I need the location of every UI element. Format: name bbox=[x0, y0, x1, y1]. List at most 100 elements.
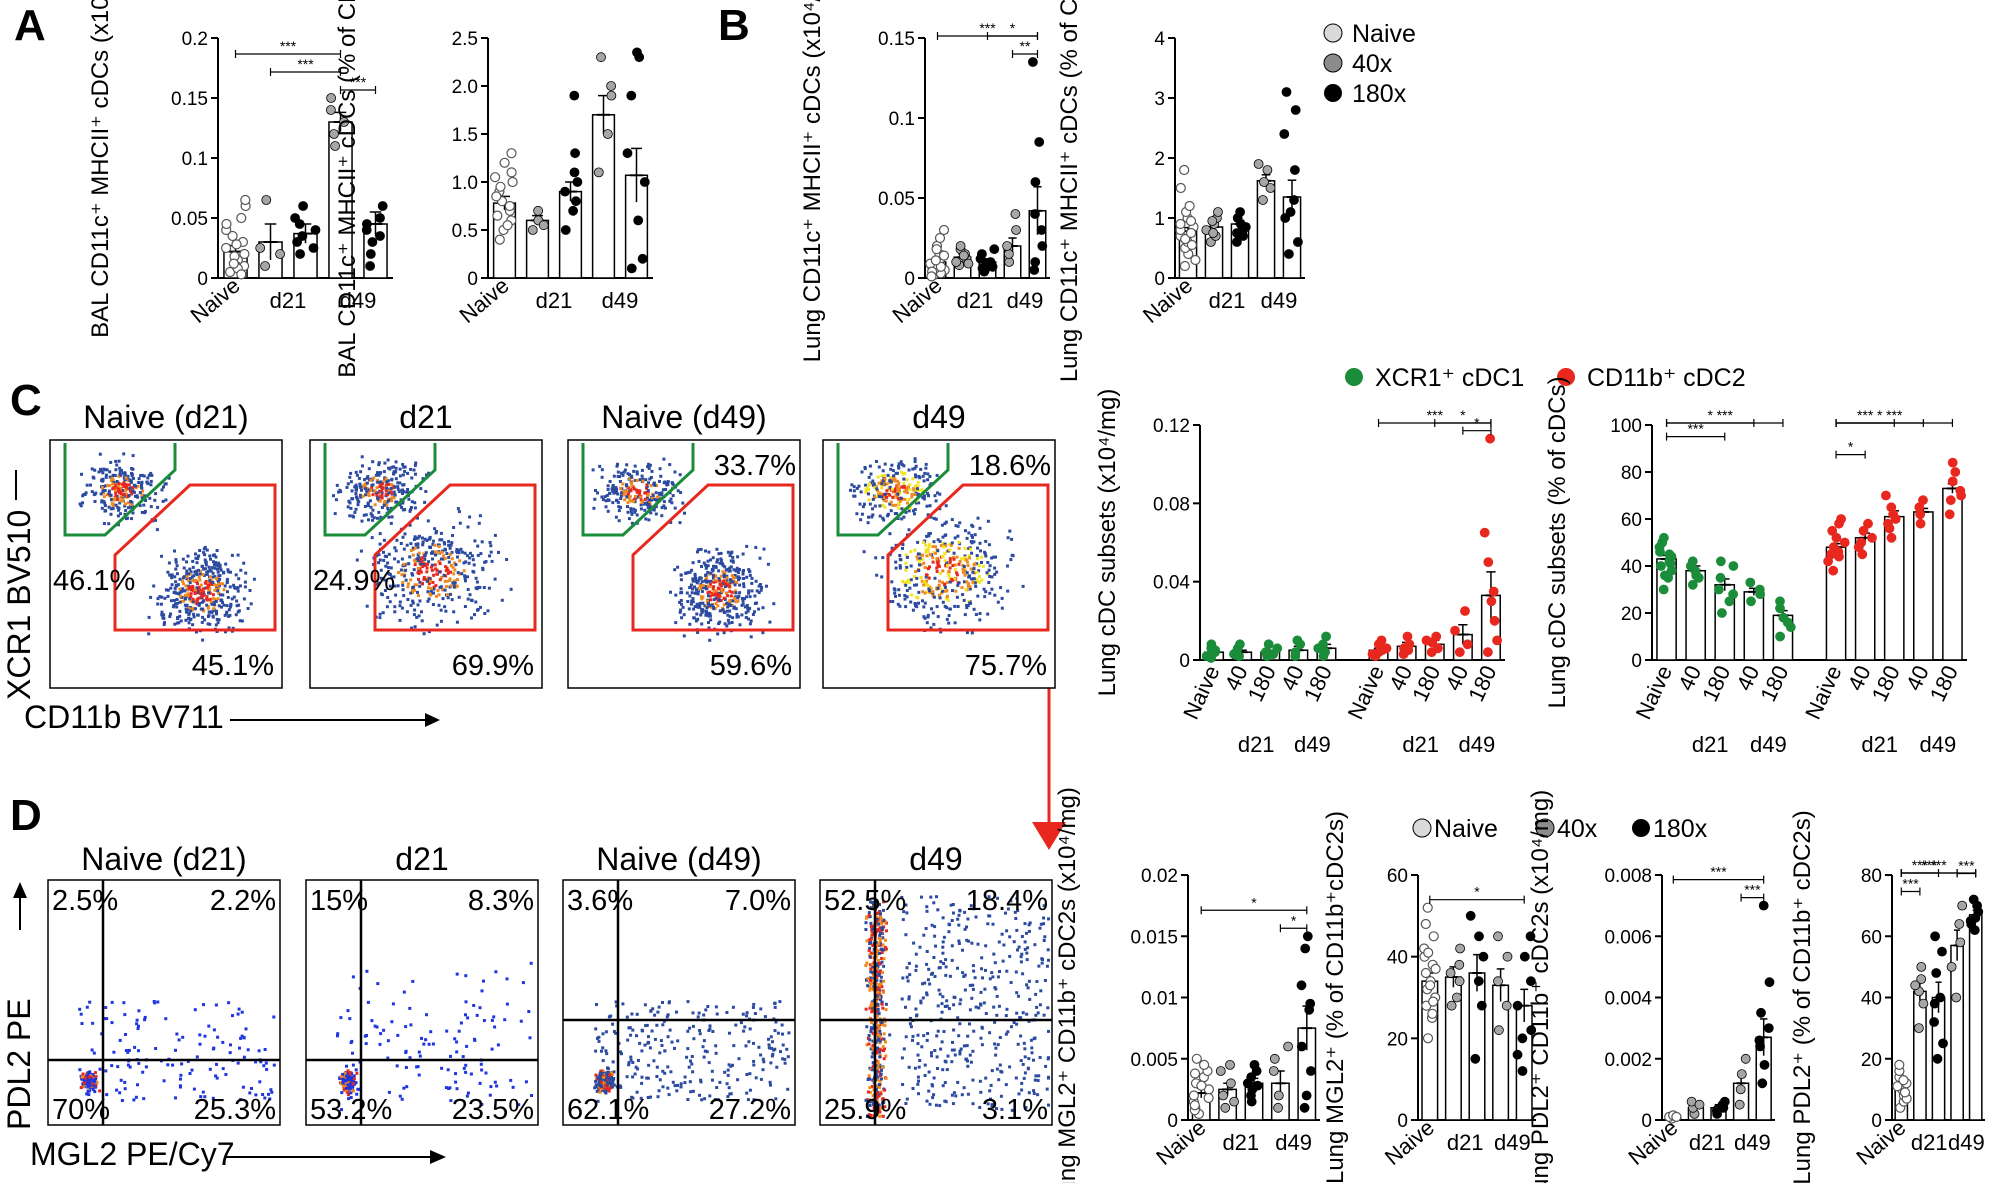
flow-event bbox=[230, 597, 234, 601]
flow-event bbox=[908, 488, 912, 492]
flow-event bbox=[130, 506, 134, 510]
flow-event bbox=[1010, 537, 1014, 541]
flow-event bbox=[371, 508, 375, 512]
flow-event bbox=[638, 478, 642, 482]
flow-event bbox=[919, 467, 923, 471]
flow-event bbox=[709, 571, 713, 575]
flow-event bbox=[400, 606, 404, 610]
flow-event bbox=[707, 550, 711, 554]
flow-event bbox=[443, 605, 447, 609]
flow-event bbox=[612, 1083, 616, 1087]
flow-event bbox=[973, 976, 977, 980]
data-point bbox=[339, 117, 349, 127]
flow-event bbox=[121, 497, 125, 501]
flow-event bbox=[719, 559, 723, 562]
flow-event bbox=[457, 549, 461, 552]
flow-event bbox=[781, 1032, 784, 1036]
flow-event bbox=[738, 623, 742, 627]
flow-event bbox=[384, 483, 388, 487]
flow-c-bottom-pct: 69.9% bbox=[452, 650, 534, 682]
flow-event bbox=[452, 572, 456, 576]
flow-event bbox=[978, 612, 982, 615]
flow-event bbox=[416, 559, 420, 563]
flow-event bbox=[198, 591, 202, 595]
flow-event bbox=[389, 506, 393, 510]
flow-event bbox=[211, 593, 215, 597]
flow-event bbox=[907, 509, 911, 513]
flow-event bbox=[140, 496, 144, 500]
flow-event bbox=[347, 1078, 351, 1082]
flow-event bbox=[346, 1009, 350, 1013]
flow-event bbox=[402, 490, 405, 494]
flow-event bbox=[668, 1000, 671, 1004]
flow-event bbox=[213, 566, 217, 570]
flow-event bbox=[186, 554, 190, 558]
flow-event bbox=[124, 476, 128, 480]
flow-event bbox=[188, 572, 192, 576]
flow-event bbox=[145, 480, 149, 484]
flow-event bbox=[448, 552, 452, 556]
flow-event bbox=[864, 964, 868, 968]
flow-event bbox=[759, 1007, 763, 1011]
flow-event bbox=[900, 895, 904, 899]
flow-event bbox=[897, 462, 901, 466]
flow-event bbox=[994, 1046, 998, 1050]
flow-event bbox=[971, 570, 975, 574]
flow-event bbox=[903, 471, 907, 475]
flow-event bbox=[227, 626, 231, 630]
flow-event bbox=[867, 913, 871, 917]
flow-event bbox=[229, 603, 233, 607]
flow-event bbox=[1017, 1092, 1021, 1096]
flow-event bbox=[872, 979, 876, 983]
flow-event bbox=[679, 599, 683, 602]
flow-event bbox=[187, 586, 191, 590]
flow-event bbox=[201, 615, 205, 619]
flow-event bbox=[875, 1010, 879, 1014]
flow-event bbox=[718, 1080, 722, 1084]
flow-event bbox=[932, 901, 936, 905]
flow-event bbox=[401, 492, 404, 495]
flow-event bbox=[601, 1071, 605, 1075]
flow-event bbox=[694, 579, 698, 583]
flow-event bbox=[973, 533, 977, 537]
flow-event bbox=[962, 565, 966, 568]
flow-d-q-ur: 2.2% bbox=[210, 885, 276, 917]
flow-event bbox=[630, 483, 634, 487]
flow-event bbox=[708, 590, 712, 594]
flow-event bbox=[149, 479, 153, 483]
flow-event bbox=[1027, 923, 1031, 927]
flow-event bbox=[401, 535, 405, 539]
flow-event bbox=[993, 593, 997, 597]
flow-event bbox=[464, 579, 467, 583]
flow-event bbox=[933, 925, 937, 929]
flow-event bbox=[734, 1023, 738, 1027]
flow-event bbox=[660, 506, 664, 510]
flow-event bbox=[102, 500, 106, 504]
flow-event bbox=[717, 569, 721, 573]
flow-event bbox=[928, 504, 932, 508]
flow-event bbox=[924, 583, 928, 586]
flow-event bbox=[181, 582, 185, 586]
flow-event bbox=[195, 586, 199, 590]
flow-event bbox=[509, 1078, 513, 1082]
flow-event bbox=[1045, 1087, 1049, 1091]
flow-event bbox=[193, 599, 197, 603]
flow-d-yarrow-head bbox=[13, 882, 27, 898]
flow-event bbox=[615, 1004, 619, 1008]
flow-d-title: Naive (d21) bbox=[81, 841, 246, 877]
flow-event bbox=[991, 975, 995, 979]
flow-event bbox=[955, 571, 959, 575]
flow-event bbox=[232, 595, 236, 599]
flow-c-gate-cdc2 bbox=[113, 483, 277, 632]
flow-event bbox=[980, 1026, 984, 1030]
flow-event bbox=[95, 1080, 99, 1084]
data-point bbox=[955, 241, 966, 251]
flow-event bbox=[224, 562, 228, 566]
flow-event bbox=[905, 486, 909, 490]
flow-event bbox=[349, 1091, 353, 1095]
flow-event bbox=[914, 1007, 918, 1011]
flow-event bbox=[105, 493, 109, 497]
flow-event bbox=[674, 621, 678, 625]
flow-event bbox=[412, 568, 416, 572]
